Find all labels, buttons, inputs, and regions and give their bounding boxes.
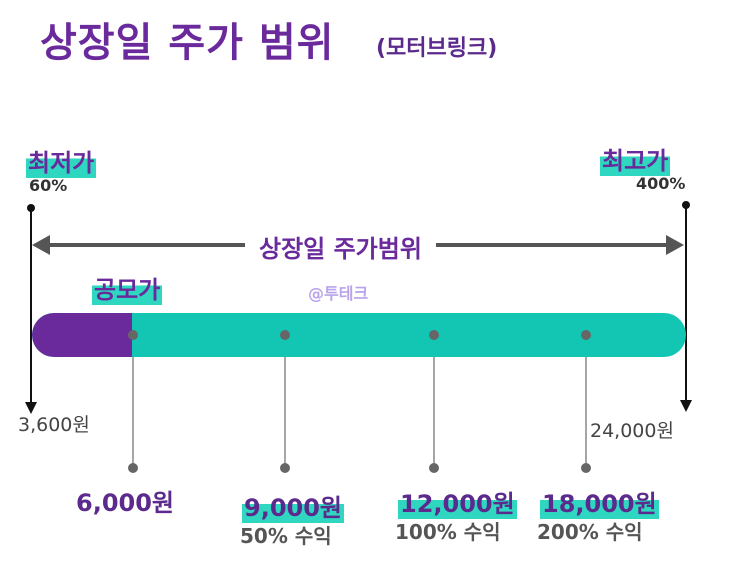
- marker-gain-18000: 200% 수익: [537, 520, 643, 544]
- bar-dot-12000: [429, 330, 439, 340]
- left-arrow-icon: [32, 235, 50, 255]
- low-percent: 60%: [29, 176, 68, 195]
- page-subtitle: (모터브링크): [376, 36, 498, 61]
- marker-gain-9000: 50% 수익: [240, 524, 332, 548]
- bar-dot-6000: [128, 330, 138, 340]
- low-label: 최저가: [26, 143, 97, 178]
- high-percent: 400%: [636, 174, 686, 193]
- marker-dot-9000: [280, 463, 290, 473]
- low-price: 3,600원: [18, 414, 90, 436]
- marker-price-12000: 12,000원: [398, 484, 517, 519]
- low-down-arrow-icon: [25, 402, 37, 414]
- marker-price-18000: 18,000원: [540, 484, 659, 519]
- marker-gain-12000: 100% 수익: [395, 520, 501, 544]
- high-price: 24,000원: [590, 420, 674, 442]
- high-top-dot: [682, 201, 690, 209]
- page-title: 상장일 주가 범위: [40, 20, 335, 66]
- high-down-arrow-icon: [680, 400, 692, 412]
- watermark: @투테크: [308, 284, 369, 303]
- offering-fill: [32, 313, 132, 357]
- bar-dot-9000: [280, 330, 290, 340]
- marker-price-6000: 6,000원: [76, 489, 174, 517]
- offering-label: 공모가: [92, 270, 163, 305]
- marker-dot-12000: [429, 463, 439, 473]
- low-top-dot: [27, 204, 35, 212]
- range-label: 상장일 주가범위: [245, 229, 436, 264]
- marker-dot-6000: [128, 463, 138, 473]
- right-arrow-icon: [666, 235, 684, 255]
- bar-dot-18000: [581, 330, 591, 340]
- marker-price-9000: 9,000원: [242, 488, 344, 523]
- price-range-bar: [32, 313, 686, 357]
- high-label: 최고가: [600, 141, 671, 176]
- marker-dot-18000: [581, 463, 591, 473]
